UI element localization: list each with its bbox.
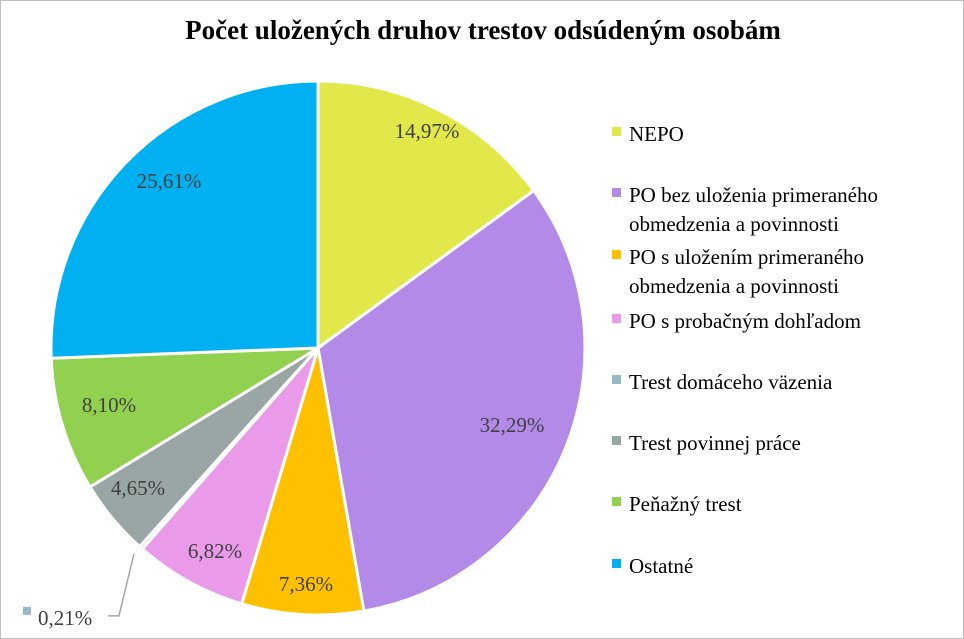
pie-slice-po-bez-ulozenia-primeraneho-obmedzenia-a-povinnosti: [316, 188, 587, 613]
legend-marker: [612, 314, 621, 323]
legend-marker: [612, 375, 621, 384]
data-label: 25,61%: [137, 169, 202, 193]
legend-marker: [612, 250, 621, 259]
legend-marker: [612, 127, 621, 136]
data-label: 8,10%: [82, 393, 136, 417]
legend-marker: [612, 497, 621, 506]
legend-item: Trest domáceho väzenia: [629, 370, 833, 394]
legend-item: PO s uložením primeraného: [629, 245, 864, 269]
legend-marker: [612, 559, 621, 568]
data-label: 4,65%: [111, 476, 165, 500]
legend-item: Ostatné: [629, 554, 693, 578]
pie-slice-ostatne: [49, 79, 320, 360]
legend-item: Trest povinnej práce: [629, 431, 801, 455]
pie-slice-penazny-trest: [49, 346, 324, 489]
data-label: 6,82%: [188, 539, 242, 563]
data-label-key: [22, 606, 31, 615]
pie-slice-nepo: [316, 79, 536, 351]
data-label: 14,97%: [395, 119, 460, 143]
data-label: 0,21%: [38, 606, 92, 630]
leader-line: [107, 553, 135, 617]
data-label: 32,29%: [480, 413, 545, 437]
legend-item: Peňažný trest: [629, 492, 742, 516]
legend-item: obmedzenia a povinnosti: [629, 212, 839, 236]
pie-slice-po-s-probacnym-dohladom: [140, 347, 320, 606]
legend-marker: [612, 188, 621, 197]
legend-item: PO bez uloženia primeraného: [629, 183, 878, 207]
legend-item: obmedzenia a povinnosti: [629, 274, 839, 298]
chart-title: Počet uložených druhov trestov odsúdeným…: [185, 15, 781, 45]
data-label: 7,36%: [279, 572, 333, 596]
legend-item: PO s probačným dohľadom: [629, 309, 861, 333]
pie-slice-po-s-ulozenim-primeraneho-obmedzenia-a-povinnosti: [239, 347, 366, 617]
legend-marker: [612, 436, 621, 445]
legend-item: NEPO: [629, 122, 684, 146]
